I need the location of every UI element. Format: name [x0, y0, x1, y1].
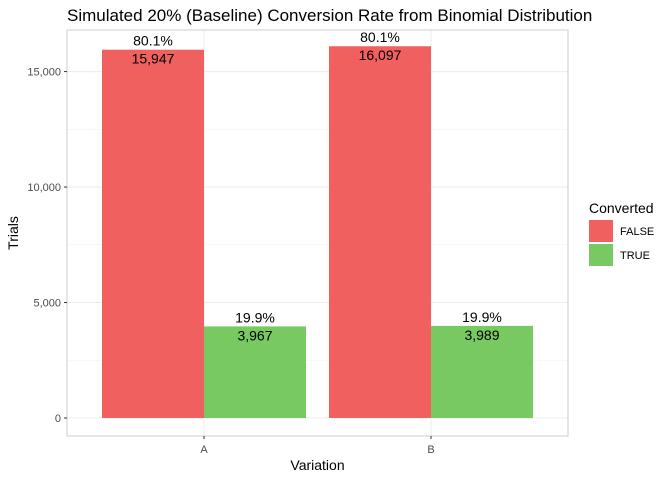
- y-tick-label: 10,000: [27, 182, 61, 194]
- value-label: 15,947: [132, 51, 175, 67]
- legend-label-true: TRUE: [620, 250, 650, 262]
- percent-label: 19.9%: [235, 309, 275, 325]
- x-tick-label: B: [427, 444, 434, 456]
- y-tick-label: 15,000: [27, 67, 61, 79]
- bar-labels: 80.1% 15,947 19.9% 3,967 80.1% 16,097 19.9% 3,9…: [132, 29, 502, 343]
- legend-label-false: FALSE: [620, 226, 654, 238]
- y-axis-ticks: 0 5,000 10,000 15,000: [27, 67, 67, 425]
- value-label: 3,989: [464, 327, 499, 343]
- x-tick-label: A: [200, 444, 208, 456]
- bar-true-b: [431, 325, 533, 418]
- legend: Converted FALSE TRUE: [589, 200, 654, 266]
- bar-false-a: [102, 49, 204, 419]
- percent-label: 80.1%: [360, 29, 400, 45]
- value-label: 16,097: [359, 47, 402, 63]
- bar-true-a: [204, 326, 306, 418]
- percent-label: 80.1%: [133, 33, 173, 49]
- value-label: 3,967: [237, 327, 272, 343]
- percent-label: 19.9%: [462, 309, 502, 325]
- y-axis-title: Trials: [5, 216, 21, 250]
- bar-false-b: [329, 46, 431, 418]
- chart-title: Simulated 20% (Baseline) Conversion Rate…: [67, 6, 592, 25]
- legend-key-true: [589, 244, 613, 266]
- y-tick-label: 5,000: [33, 298, 61, 310]
- legend-key-false: [589, 220, 613, 242]
- plot-border: [66, 29, 569, 437]
- bars: [102, 46, 533, 419]
- x-axis-title: Variation: [290, 457, 344, 473]
- y-tick-label: 0: [55, 413, 61, 425]
- legend-title: Converted: [589, 200, 654, 216]
